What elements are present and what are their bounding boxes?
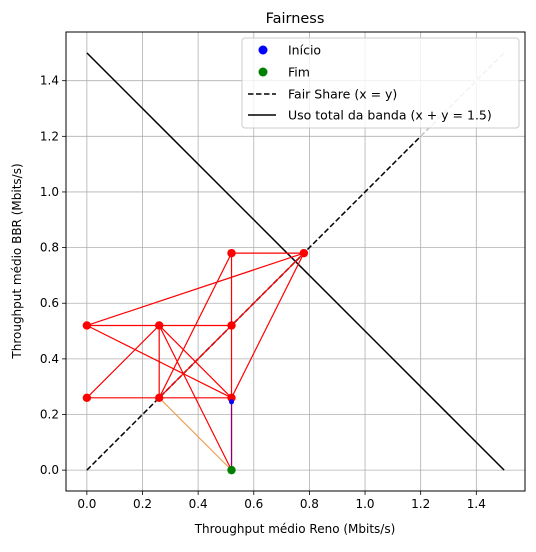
legend-label: Fim	[288, 65, 310, 80]
y-tick-label: 0.6	[40, 296, 59, 310]
chart-title: Fairness	[266, 11, 325, 27]
legend-label: Início	[288, 43, 321, 58]
y-tick-label: 0.4	[40, 352, 59, 366]
trajectory-point	[227, 321, 236, 330]
x-tick-label: 0.6	[244, 497, 263, 511]
trajectory-point	[154, 321, 164, 330]
x-axis-ticks: 0.0 0.2 0.4 0.6 0.8 1.0 1.2 1.4	[77, 491, 486, 511]
x-tick-label: 0.2	[133, 497, 152, 511]
trajectory-point	[154, 393, 164, 403]
y-tick-label: 1.2	[40, 129, 59, 143]
x-tick-label: 1.4	[467, 497, 486, 511]
y-tick-label: 1.4	[40, 74, 59, 88]
y-tick-label: 0.8	[40, 241, 59, 255]
y-tick-label: 1.0	[40, 185, 59, 199]
y-axis-ticks: 0.0 0.2 0.4 0.6 0.8 1.0 1.2 1.4	[40, 74, 66, 477]
y-tick-label: 0.0	[40, 463, 59, 477]
trajectory-point	[227, 248, 236, 258]
legend: Início Fim Fair Share (x = y) Uso total da …	[241, 37, 520, 129]
trajectory-point	[82, 393, 92, 403]
x-axis-label: Throughput médio Reno (Mbits/s)	[194, 522, 396, 536]
x-tick-label: 0.4	[189, 497, 208, 511]
y-tick-label: 0.2	[40, 408, 59, 422]
legend-label: Fair Share (x = y)	[288, 87, 397, 102]
x-tick-label: 0.8	[300, 497, 319, 511]
plot-frame	[65, 31, 526, 492]
trajectory-point	[227, 393, 236, 403]
trajectory-point	[82, 321, 92, 330]
end-point	[227, 465, 236, 475]
start-point	[229, 399, 235, 405]
point-markers	[82, 248, 309, 475]
trajectory-point	[299, 248, 309, 258]
x-tick-label: 1.2	[411, 497, 430, 511]
x-tick-label: 1.0	[355, 497, 374, 511]
legend-marker	[258, 45, 268, 55]
legend-box	[241, 37, 520, 129]
legend-label: Uso total da banda (x + y = 1.5)	[288, 108, 492, 123]
x-tick-label: 0.0	[77, 497, 96, 511]
y-axis-label: Throughput médio BBR (Mbits/s)	[10, 163, 24, 359]
trajectory-line	[158, 397, 232, 471]
legend-marker	[258, 67, 268, 77]
